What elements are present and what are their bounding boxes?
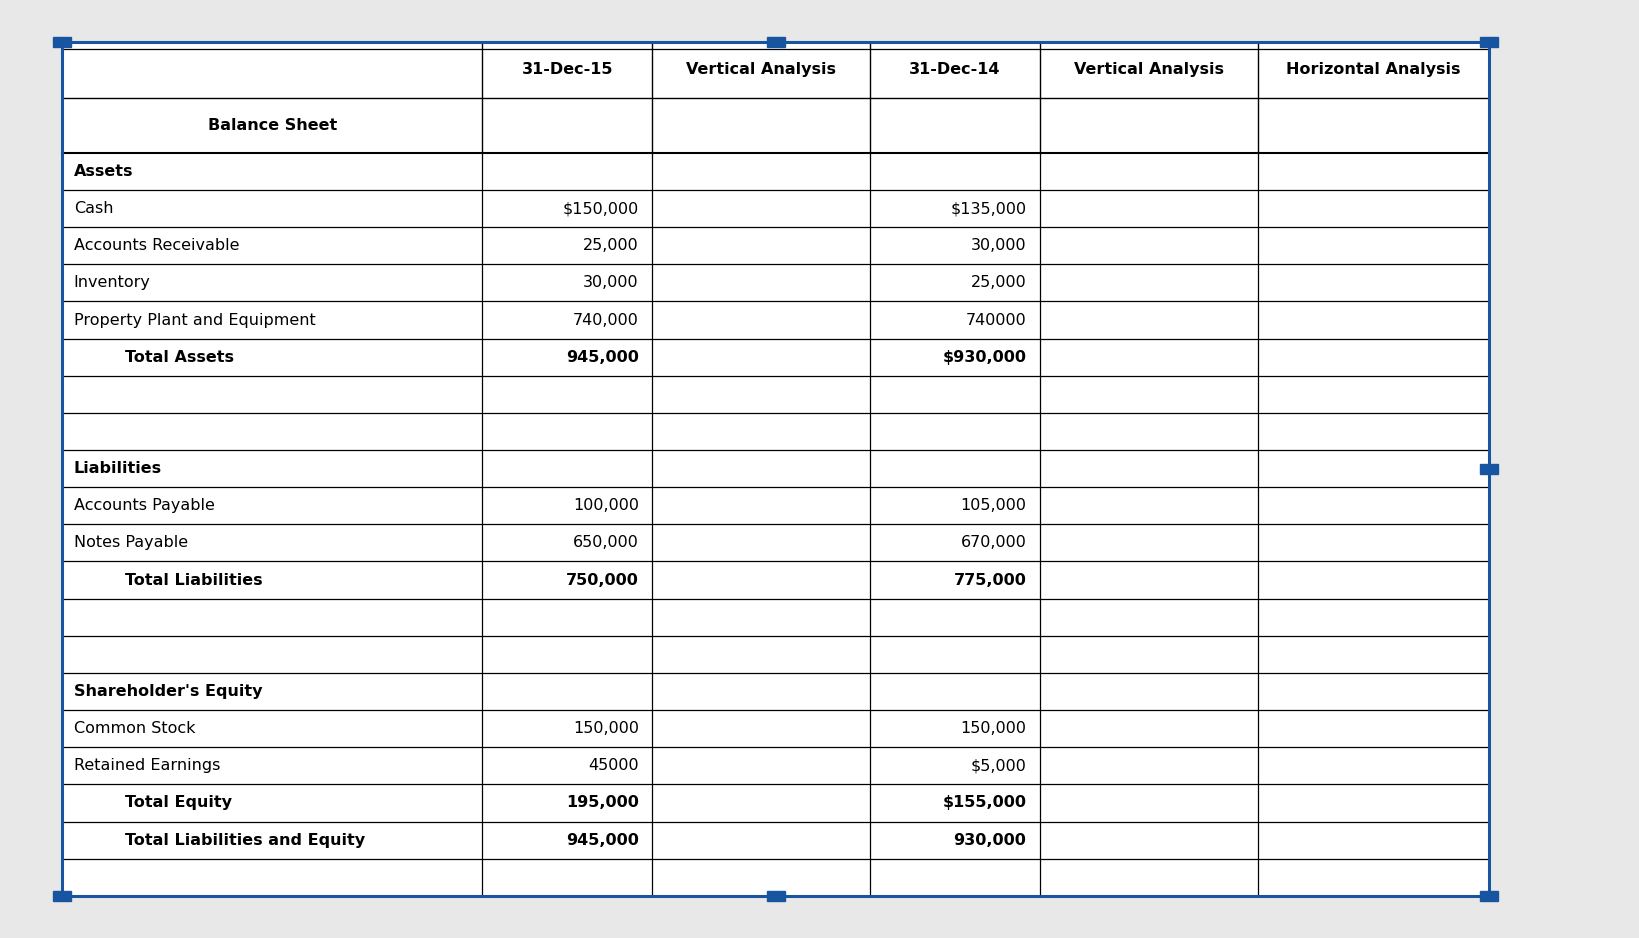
- Text: Accounts Receivable: Accounts Receivable: [74, 238, 239, 253]
- Text: 150,000: 150,000: [572, 721, 639, 736]
- Text: 740,000: 740,000: [572, 312, 639, 327]
- Text: 945,000: 945,000: [565, 833, 639, 848]
- Text: 775,000: 775,000: [952, 572, 1026, 587]
- Text: 930,000: 930,000: [952, 833, 1026, 848]
- Text: 100,000: 100,000: [572, 498, 639, 513]
- Text: 31-Dec-14: 31-Dec-14: [908, 63, 1000, 77]
- Text: Accounts Payable: Accounts Payable: [74, 498, 215, 513]
- Text: Property Plant and Equipment: Property Plant and Equipment: [74, 312, 315, 327]
- Text: 650,000: 650,000: [572, 536, 639, 551]
- Text: $150,000: $150,000: [562, 201, 639, 216]
- Bar: [1480, 38, 1498, 48]
- Text: Vertical Analysis: Vertical Analysis: [1074, 63, 1223, 77]
- Text: Balance Sheet: Balance Sheet: [208, 118, 336, 132]
- Text: Assets: Assets: [74, 164, 133, 179]
- Text: 740000: 740000: [965, 312, 1026, 327]
- Text: Retained Earnings: Retained Earnings: [74, 758, 220, 773]
- Text: Horizontal Analysis: Horizontal Analysis: [1285, 63, 1460, 77]
- Text: 105,000: 105,000: [960, 498, 1026, 513]
- Text: 945,000: 945,000: [565, 350, 639, 365]
- Text: 25,000: 25,000: [583, 238, 639, 253]
- Text: $930,000: $930,000: [942, 350, 1026, 365]
- Text: 195,000: 195,000: [565, 795, 639, 810]
- Bar: [52, 891, 72, 900]
- Text: Common Stock: Common Stock: [74, 721, 195, 736]
- Text: 30,000: 30,000: [583, 276, 639, 291]
- Text: 31-Dec-15: 31-Dec-15: [521, 63, 613, 77]
- Bar: [767, 38, 785, 48]
- Text: Total Liabilities and Equity: Total Liabilities and Equity: [125, 833, 364, 848]
- Text: $155,000: $155,000: [942, 795, 1026, 810]
- Text: $5,000: $5,000: [970, 758, 1026, 773]
- Text: Total Liabilities: Total Liabilities: [125, 572, 262, 587]
- Text: Vertical Analysis: Vertical Analysis: [685, 63, 836, 77]
- Bar: [767, 891, 785, 900]
- Bar: [62, 42, 1488, 896]
- Text: Notes Payable: Notes Payable: [74, 536, 188, 551]
- Text: 750,000: 750,000: [565, 572, 639, 587]
- Text: 25,000: 25,000: [970, 276, 1026, 291]
- Text: 45000: 45000: [588, 758, 639, 773]
- Text: Cash: Cash: [74, 201, 113, 216]
- Text: 150,000: 150,000: [960, 721, 1026, 736]
- Text: Inventory: Inventory: [74, 276, 151, 291]
- Text: Total Assets: Total Assets: [125, 350, 233, 365]
- Text: Shareholder's Equity: Shareholder's Equity: [74, 684, 262, 699]
- Bar: [1480, 464, 1498, 475]
- Text: 30,000: 30,000: [970, 238, 1026, 253]
- Text: $135,000: $135,000: [949, 201, 1026, 216]
- Text: Liabilities: Liabilities: [74, 461, 162, 477]
- Bar: [52, 38, 72, 48]
- Text: Total Equity: Total Equity: [125, 795, 231, 810]
- Bar: [1480, 891, 1498, 900]
- Text: 670,000: 670,000: [960, 536, 1026, 551]
